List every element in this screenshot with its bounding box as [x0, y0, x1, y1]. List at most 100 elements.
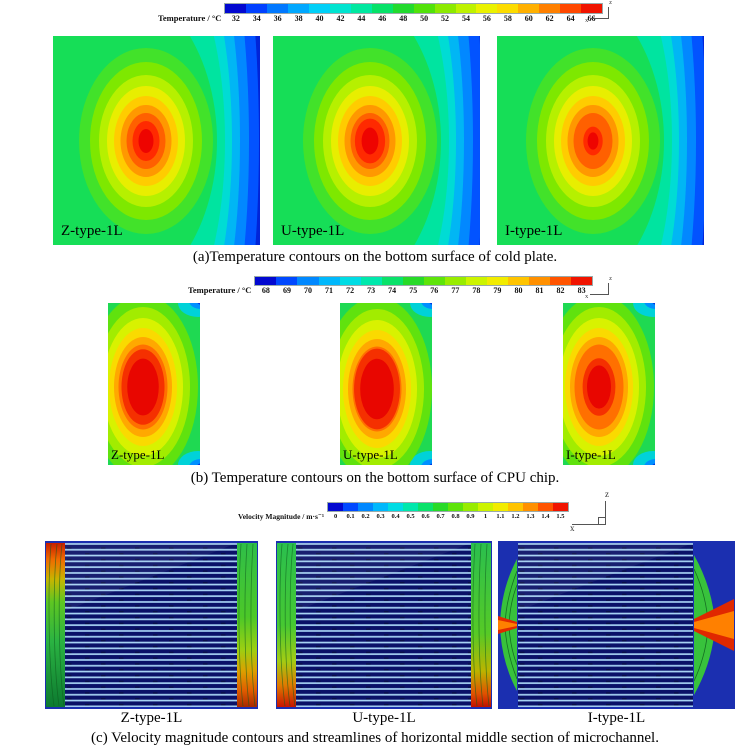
contour-canvas-a-1 — [273, 36, 480, 245]
colorbar-tick: 74 — [388, 286, 397, 295]
colorbar-segment — [373, 503, 389, 511]
colorbar-tick: 78 — [472, 286, 481, 295]
colorbar-tick: 0.2 — [361, 513, 370, 520]
axis-x-line — [590, 18, 609, 19]
contour-plot-b-i-type: I-type-1L — [563, 303, 655, 465]
colorbar-tick: 0.6 — [421, 513, 430, 520]
colorbar-c-ticks: 0 0.1 0.2 0.3 0.4 0.5 0.6 0.7 0.8 0.9 1 1.1 1.2 1.3 1.… — [328, 511, 568, 522]
velocity-canvas-c-0 — [45, 541, 258, 709]
colorbar-segment — [537, 503, 553, 511]
colorbar-segment — [276, 277, 298, 285]
colorbar-tick: 44 — [357, 14, 366, 23]
plot-label-a-z-type: Z-type-1L — [61, 223, 123, 239]
colorbar-segment — [463, 503, 478, 511]
colorbar-tick: 70 — [303, 286, 312, 295]
contour-svg — [273, 36, 480, 245]
colorbar-segment — [486, 277, 508, 285]
axis-x-label: x — [585, 293, 589, 300]
colorbar-b-strip — [254, 276, 593, 286]
colorbar-tick: 56 — [482, 14, 491, 23]
colorbar-tick: 42 — [336, 14, 345, 23]
colorbar-tick: 0.9 — [466, 513, 475, 520]
axis-x-line — [572, 524, 606, 525]
colorbar-segment — [358, 503, 374, 511]
colorbar-segment — [225, 4, 247, 13]
axis-triad-b: z x — [585, 275, 614, 300]
colorbar-segment — [418, 503, 434, 511]
colorbar-segment — [318, 277, 340, 285]
colorbar-segment — [492, 503, 508, 511]
axis-z-label: z — [609, 0, 612, 6]
plot-label-c-i-type: I-type-1L — [587, 710, 646, 726]
colorbar-segment — [246, 4, 268, 13]
colorbar-segment — [477, 503, 493, 511]
colorbar-a-ticks: 32 34 36 38 40 42 44 46 48 50 52 54 56 58 60 62 64 66 — [225, 13, 602, 24]
colorbar-a-body: 32 34 36 38 40 42 44 46 48 50 52 54 56 58 60 62 64 66 — [224, 3, 603, 24]
colorbar-segment — [288, 4, 310, 13]
contour-svg — [340, 303, 432, 465]
contour-plot-a-u-type: U-type-1L — [273, 36, 480, 245]
plot-label-b-z-type: Z-type-1L — [111, 447, 165, 462]
axis-triad-c: z x — [570, 490, 612, 533]
colorbar-segment — [539, 4, 561, 13]
axis-x-label: x — [585, 17, 589, 24]
colorbar-tick: 50 — [420, 14, 429, 23]
contour-svg — [563, 303, 655, 465]
colorbar-tick: 72 — [346, 286, 355, 295]
axis-triad-a: z x — [585, 0, 614, 24]
colorbar-tick: 54 — [461, 14, 470, 23]
colorbar-b-title: Temperature / °C — [188, 285, 252, 295]
colorbar-tick: 1 — [483, 513, 488, 520]
colorbar-tick: 77 — [451, 286, 460, 295]
axis-z-line — [605, 501, 606, 525]
colorbar-segment — [497, 4, 519, 13]
colorbar-tick: 64 — [566, 14, 575, 23]
colorbar-segment — [413, 4, 435, 13]
colorbar-tick: 75 — [409, 286, 418, 295]
plot-label-a-i-type: I-type-1L — [505, 223, 563, 239]
colorbar-segment — [434, 4, 456, 13]
colorbar-segment — [448, 503, 463, 511]
velocity-plot-c-i-type — [498, 541, 735, 709]
colorbar-tick: 40 — [315, 14, 324, 23]
colorbar-tick: 36 — [273, 14, 282, 23]
colorbar-tick: 81 — [535, 286, 544, 295]
colorbar-segment — [297, 277, 319, 285]
colorbar-tick: 76 — [430, 286, 439, 295]
colorbar-tick: 34 — [252, 14, 261, 23]
contour-svg — [497, 36, 704, 245]
caption-a: (a)Temperature contours on the bottom su… — [192, 249, 558, 265]
contour-svg — [53, 36, 260, 245]
velocity-svg — [498, 541, 735, 709]
velocity-plot-c-u-type — [276, 541, 492, 709]
colorbar-segment — [339, 277, 361, 285]
caption-b: (b) Temperature contours on the bottom s… — [190, 470, 560, 486]
colorbar-tick: 0.5 — [406, 513, 415, 520]
colorbar-tick: 48 — [399, 14, 408, 23]
colorbar-segment — [350, 4, 372, 13]
colorbar-b-body: 68 69 70 71 72 73 74 75 76 77 78 79 80 81 82 83 — [254, 276, 593, 296]
colorbar-tick: 0.4 — [391, 513, 400, 520]
colorbar-tick: 46 — [378, 14, 387, 23]
contour-plot-a-i-type: I-type-1L — [497, 36, 704, 245]
colorbar-tick: 83 — [577, 286, 586, 295]
colorbar-c-title: Velocity Magnitude / m·s⁻¹ — [238, 512, 325, 521]
colorbar-tick: 71 — [325, 286, 334, 295]
colorbar-tick: 0.8 — [451, 513, 460, 520]
axis-origin-square — [598, 517, 606, 525]
colorbar-segment — [403, 503, 419, 511]
colorbar-tick: 1.3 — [526, 513, 535, 520]
velocity-canvas-c-1 — [276, 541, 492, 709]
colorbar-segment — [423, 277, 445, 285]
colorbar-tick: 1.1 — [496, 513, 505, 520]
colorbar-segment — [328, 503, 344, 511]
colorbar-segment — [550, 277, 572, 285]
colorbar-a-strip — [224, 3, 603, 14]
colorbar-segment — [255, 277, 277, 285]
contour-canvas-b-1 — [340, 303, 432, 465]
colorbar-c: Velocity Magnitude / m·s⁻¹ 0 0.1 0.2 0.3 0.4… — [238, 502, 569, 522]
colorbar-tick: 82 — [556, 286, 565, 295]
velocity-plot-c-z-type — [45, 541, 258, 709]
colorbar-segment — [528, 277, 551, 285]
colorbar-segment — [455, 4, 477, 13]
